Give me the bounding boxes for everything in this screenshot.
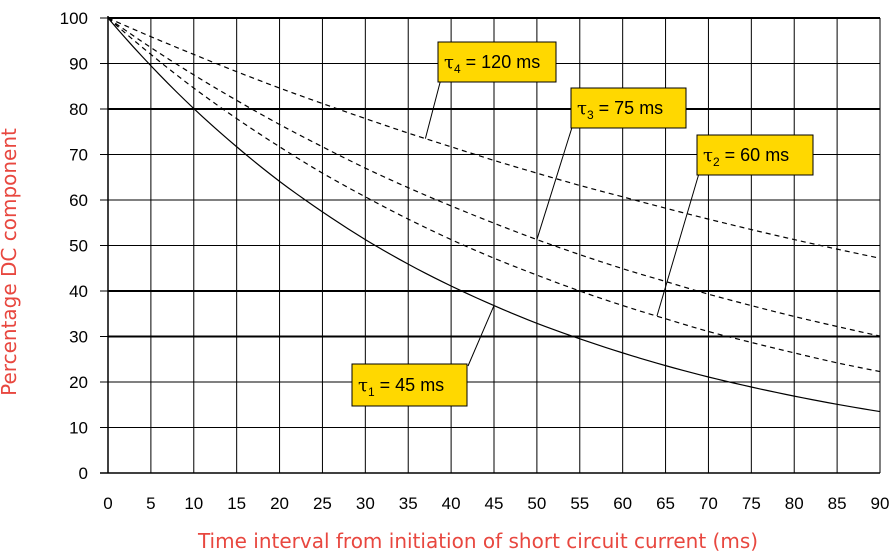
y-tick-label: 20 bbox=[69, 373, 88, 392]
annotation-label: τ3 = 75 ms bbox=[577, 98, 663, 122]
x-tick-label: 85 bbox=[828, 494, 847, 513]
x-tick-label: 40 bbox=[442, 494, 461, 513]
y-tick-label: 90 bbox=[69, 55, 88, 74]
x-axis-title: Time interval from initiation of short c… bbox=[197, 529, 758, 553]
annotation-leader-line bbox=[424, 74, 443, 139]
annotation-leader-line bbox=[536, 120, 575, 240]
x-tick-label: 35 bbox=[399, 494, 418, 513]
x-tick-label: 90 bbox=[871, 494, 889, 513]
annotation-leader-line bbox=[656, 169, 701, 317]
tau-subscript: 1 bbox=[368, 385, 375, 399]
x-tick-label: 50 bbox=[527, 494, 546, 513]
y-axis-title: Percentage DC component bbox=[0, 128, 21, 396]
y-tick-label: 100 bbox=[60, 9, 88, 28]
annotation-tau4: τ4 = 120 ms bbox=[424, 41, 557, 139]
grid-lines bbox=[108, 17, 881, 473]
y-tick-label: 60 bbox=[69, 191, 88, 210]
series-line-tau2 bbox=[107, 17, 881, 373]
x-tick-label: 70 bbox=[699, 494, 718, 513]
y-tick-label: 30 bbox=[69, 328, 88, 347]
tau-value: = 120 ms bbox=[461, 52, 541, 72]
x-tick-label: 65 bbox=[656, 494, 675, 513]
x-tick-label: 15 bbox=[227, 494, 246, 513]
x-tick-label: 60 bbox=[613, 494, 632, 513]
x-tick-label: 20 bbox=[270, 494, 289, 513]
y-tick-label: 0 bbox=[79, 464, 88, 483]
y-tick-label: 50 bbox=[69, 237, 88, 256]
x-tick-label: 45 bbox=[485, 494, 504, 513]
tau-symbol: τ bbox=[358, 375, 368, 396]
y-tick-label: 80 bbox=[69, 100, 88, 119]
x-tick-label: 30 bbox=[356, 494, 375, 513]
annotation-box bbox=[437, 41, 557, 83]
x-tick-label: 25 bbox=[313, 494, 332, 513]
x-tick-label: 55 bbox=[570, 494, 589, 513]
tau-subscript: 3 bbox=[587, 108, 594, 122]
x-tick-label: 0 bbox=[103, 494, 112, 513]
y-tick-label: 40 bbox=[69, 282, 88, 301]
annotation-box bbox=[570, 87, 687, 129]
y-tick-label: 10 bbox=[69, 419, 88, 438]
annotation-leader-line bbox=[467, 305, 495, 367]
series-line-tau4 bbox=[107, 17, 881, 259]
y-tick-label: 70 bbox=[69, 146, 88, 165]
x-tick-label: 80 bbox=[785, 494, 804, 513]
x-tick-label: 10 bbox=[184, 494, 203, 513]
x-tick-label: 5 bbox=[146, 494, 155, 513]
x-tick-label: 75 bbox=[742, 494, 761, 513]
tau-symbol: τ bbox=[444, 52, 454, 73]
tau-value: = 45 ms bbox=[375, 375, 445, 395]
annotation-label: τ1 = 45 ms bbox=[358, 375, 444, 399]
annotation-label: τ4 = 120 ms bbox=[444, 52, 540, 76]
tau-symbol: τ bbox=[577, 98, 587, 119]
annotation-box bbox=[696, 134, 814, 176]
tau-value: = 60 ms bbox=[720, 145, 790, 165]
annotation-label: τ2 = 60 ms bbox=[703, 145, 789, 169]
tau-symbol: τ bbox=[703, 145, 713, 166]
tau-value: = 75 ms bbox=[594, 98, 664, 118]
annotation-box bbox=[351, 363, 468, 407]
annotation-tau3: τ3 = 75 ms bbox=[536, 87, 687, 240]
tau-subscript: 4 bbox=[454, 62, 461, 76]
tick-labels: 0 5 10 15 20 25 30 35 40 45 50 55 60 65 70 75 80 85 90 0 10 2… bbox=[60, 9, 889, 513]
tau-subscript: 2 bbox=[713, 155, 720, 169]
axes bbox=[100, 16, 880, 474]
annotation-tau1: τ1 = 45 ms bbox=[351, 305, 495, 407]
annotation-tau2: τ2 = 60 ms bbox=[656, 134, 814, 317]
